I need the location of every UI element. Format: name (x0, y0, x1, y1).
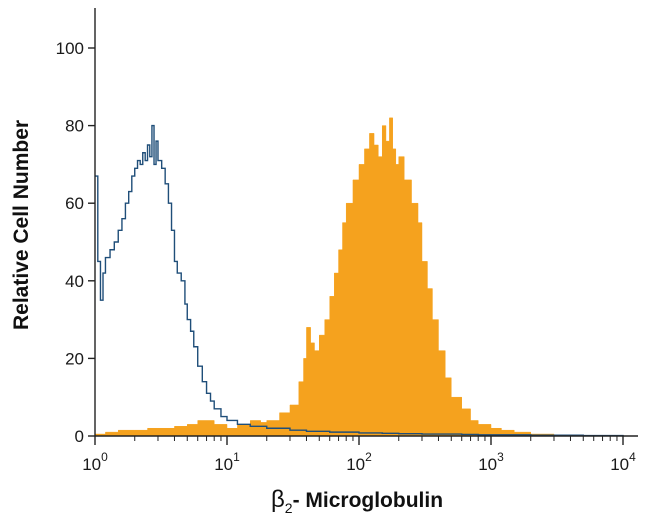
x-tick-label: 102 (346, 450, 372, 474)
x-axis-title: β2- Microglobulin (271, 486, 443, 516)
x-axis-title-text: - Microglobulin (293, 489, 443, 512)
x-tick-label: 100 (82, 450, 108, 474)
series-layer (94, 117, 624, 437)
series-0-outline-histogram (95, 124, 624, 437)
series-1-filled-histogram (94, 117, 624, 437)
y-tick-label: 0 (75, 427, 84, 446)
y-axis-title: Relative Cell Number (10, 120, 33, 330)
y-tick-label: 60 (65, 194, 84, 213)
x-axis-ticks: 100 101 102 103 104 (82, 436, 636, 474)
y-tick-label: 20 (65, 349, 84, 368)
y-tick-label: 80 (65, 117, 84, 136)
y-tick-label: 40 (65, 272, 84, 291)
y-tick-label: 100 (56, 39, 84, 58)
x-axis-title-subscript: 2 (285, 500, 293, 516)
x-tick-label: 104 (610, 450, 636, 474)
y-axis-ticks: 0 20 40 60 80 100 (56, 39, 95, 446)
x-axis-title-symbol: β (271, 486, 285, 513)
x-tick-label: 103 (478, 450, 504, 474)
x-tick-label: 101 (214, 450, 240, 474)
